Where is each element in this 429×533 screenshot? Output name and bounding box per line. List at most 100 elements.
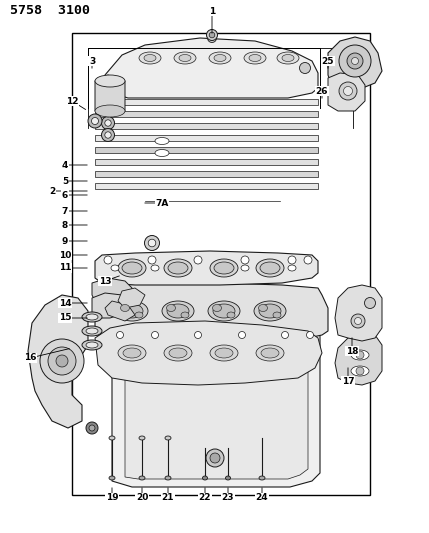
Polygon shape [95,159,318,165]
Ellipse shape [210,345,238,361]
Ellipse shape [123,348,141,358]
Polygon shape [92,278,132,303]
Polygon shape [335,285,382,341]
Text: 6: 6 [62,190,68,199]
Circle shape [354,318,362,325]
Ellipse shape [139,52,161,64]
Polygon shape [125,337,308,479]
Ellipse shape [174,52,196,64]
Text: 7A: 7A [155,198,169,207]
Ellipse shape [121,304,130,311]
Polygon shape [95,183,318,189]
Ellipse shape [82,326,102,336]
Text: 25: 25 [322,56,334,66]
Text: 2: 2 [49,187,55,196]
Circle shape [356,367,364,375]
Circle shape [206,29,218,41]
Polygon shape [118,288,145,308]
Text: 4: 4 [62,160,68,169]
Circle shape [89,425,95,431]
Circle shape [102,128,115,141]
Ellipse shape [135,312,143,318]
Circle shape [117,332,124,338]
Circle shape [306,332,314,338]
Ellipse shape [122,262,142,274]
Ellipse shape [116,301,148,321]
Ellipse shape [209,52,231,64]
Polygon shape [95,111,318,117]
Text: 1: 1 [209,6,215,15]
Text: 10: 10 [59,251,71,260]
Ellipse shape [179,54,191,61]
Polygon shape [328,73,365,111]
Circle shape [148,256,156,264]
Ellipse shape [86,314,98,320]
Text: 20: 20 [136,494,148,503]
Ellipse shape [241,265,249,271]
Ellipse shape [202,476,208,480]
Circle shape [194,256,202,264]
Text: 15: 15 [59,313,71,322]
Text: 24: 24 [256,494,268,503]
Circle shape [104,256,112,264]
Circle shape [347,53,363,69]
Polygon shape [112,331,320,487]
Circle shape [206,449,224,467]
Ellipse shape [249,54,261,61]
Ellipse shape [95,105,125,117]
Polygon shape [95,283,328,338]
Text: 12: 12 [66,96,78,106]
Ellipse shape [210,259,238,277]
Polygon shape [328,37,382,89]
Ellipse shape [259,304,268,311]
Ellipse shape [215,348,233,358]
Ellipse shape [226,476,230,480]
Text: 11: 11 [59,263,71,272]
Ellipse shape [256,259,284,277]
Text: 9: 9 [62,237,68,246]
Ellipse shape [109,476,115,480]
Ellipse shape [213,304,235,318]
Circle shape [102,117,115,130]
Ellipse shape [164,259,192,277]
Ellipse shape [165,476,171,480]
Text: 18: 18 [346,346,358,356]
Polygon shape [105,301,135,321]
Circle shape [356,351,364,359]
Ellipse shape [109,436,115,440]
Text: 17: 17 [341,376,354,385]
Text: 26: 26 [316,86,328,95]
Circle shape [105,132,111,138]
Ellipse shape [282,54,294,61]
Circle shape [91,117,99,125]
Ellipse shape [351,366,369,376]
Circle shape [145,236,160,251]
Polygon shape [335,333,382,385]
Text: 23: 23 [222,494,234,503]
Circle shape [281,332,288,338]
Ellipse shape [155,149,169,157]
Circle shape [40,339,84,383]
Polygon shape [95,171,318,177]
Polygon shape [95,75,125,117]
Circle shape [56,355,68,367]
Polygon shape [95,135,318,141]
Text: 19: 19 [106,494,118,503]
Ellipse shape [162,301,194,321]
Circle shape [151,332,158,338]
Text: 8: 8 [62,221,68,230]
Text: 7: 7 [62,206,68,215]
Ellipse shape [259,304,281,318]
Polygon shape [28,295,88,428]
Ellipse shape [151,265,159,271]
Text: 14: 14 [59,298,71,308]
Ellipse shape [259,476,265,480]
Text: 21: 21 [162,494,174,503]
Polygon shape [105,38,318,98]
Text: 22: 22 [199,494,211,503]
Circle shape [209,32,215,38]
Text: 5758  3100: 5758 3100 [10,4,90,18]
Ellipse shape [254,301,286,321]
Circle shape [339,82,357,100]
Ellipse shape [256,345,284,361]
